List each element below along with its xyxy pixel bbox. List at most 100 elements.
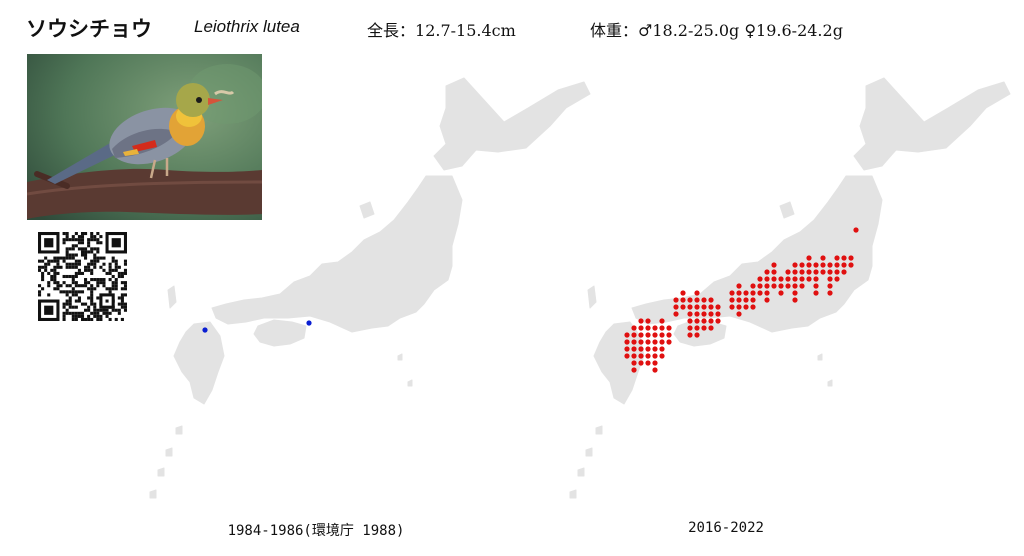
record-dot-2016	[792, 283, 798, 289]
record-dot-2016	[645, 318, 651, 324]
land-area	[173, 321, 225, 405]
record-dot-2016	[799, 262, 805, 268]
record-dot-2016	[631, 339, 637, 345]
record-dot-2016	[652, 367, 658, 373]
record-dot-2016	[694, 318, 700, 324]
record-dot-2016	[624, 346, 630, 352]
record-dot-2016	[813, 262, 819, 268]
record-dot-2016	[806, 276, 812, 282]
record-dot-2016	[659, 318, 665, 324]
record-dot-2016	[715, 318, 721, 324]
japan-map-2016	[569, 77, 1011, 499]
record-dot-2016	[694, 304, 700, 310]
land-area	[149, 489, 157, 499]
record-dot-2016	[666, 332, 672, 338]
record-dot-2016	[750, 290, 756, 296]
record-dot-2016	[771, 269, 777, 275]
land-area	[585, 447, 593, 457]
record-dot-2016	[820, 262, 826, 268]
species-scientific-name: Leiothrix lutea	[194, 17, 300, 36]
distribution-map-2016-2022	[566, 56, 1024, 534]
record-dot-2016	[666, 339, 672, 345]
record-dot-2016	[853, 227, 859, 233]
record-dot-2016	[785, 269, 791, 275]
record-dot-2016	[729, 297, 735, 303]
land-area	[397, 353, 403, 361]
record-dot-2016	[841, 269, 847, 275]
record-dot-2016	[778, 276, 784, 282]
record-dot-2016	[813, 290, 819, 296]
record-dot-2016	[701, 297, 707, 303]
land-area	[577, 467, 585, 477]
record-dot-2016	[708, 304, 714, 310]
record-dot-2016	[687, 318, 693, 324]
record-dot-2016	[645, 332, 651, 338]
record-dot-2016	[827, 269, 833, 275]
body-weight-label: 体重：	[590, 21, 639, 40]
record-dot-2016	[848, 255, 854, 261]
land-area	[157, 467, 165, 477]
land-area	[853, 77, 1011, 171]
record-dot-2016	[729, 304, 735, 310]
record-dot-2016	[694, 325, 700, 331]
land-area	[359, 201, 375, 219]
record-dot-2016	[834, 276, 840, 282]
record-dot-2016	[834, 255, 840, 261]
distribution-map-1984-1986	[146, 56, 606, 534]
record-dot-2016	[764, 290, 770, 296]
record-dot-2016	[680, 304, 686, 310]
record-dot-2016	[841, 262, 847, 268]
record-dot-2016	[631, 332, 637, 338]
record-dot-2016	[701, 325, 707, 331]
record-dot-2016	[785, 283, 791, 289]
land-area	[595, 425, 603, 435]
record-dot-2016	[736, 297, 742, 303]
record-dot-2016	[638, 346, 644, 352]
record-dot-2016	[827, 290, 833, 296]
record-dot-2016	[708, 297, 714, 303]
record-dot-2016	[764, 283, 770, 289]
land-area	[631, 175, 883, 333]
record-dot-2016	[820, 269, 826, 275]
record-dot-2016	[806, 255, 812, 261]
record-dot-2016	[764, 269, 770, 275]
record-dot-2016	[813, 269, 819, 275]
record-dot-2016	[652, 360, 658, 366]
land-area	[433, 77, 591, 171]
record-dot-2016	[694, 290, 700, 296]
map-caption-1984-1986: 1984-1986(環境庁 1988)	[227, 523, 405, 539]
record-dot-2016	[799, 269, 805, 275]
record-dot-2016	[764, 276, 770, 282]
record-dot-2016	[687, 325, 693, 331]
record-dot-2016	[792, 297, 798, 303]
record-dot-2016	[792, 290, 798, 296]
record-dot-2016	[750, 297, 756, 303]
record-dot-2016	[736, 304, 742, 310]
qr-code-icon[interactable]	[38, 232, 127, 321]
body-length-value: 12.7-15.4cm	[415, 21, 516, 40]
record-dot-2016	[652, 325, 658, 331]
record-dot-2016	[785, 276, 791, 282]
record-dot-2016	[708, 318, 714, 324]
land-area	[165, 447, 173, 457]
record-dot-2016	[645, 360, 651, 366]
land-area	[175, 425, 183, 435]
record-dot-2016	[750, 304, 756, 310]
land-area	[817, 353, 823, 361]
land-area	[211, 175, 463, 333]
record-dot-2016	[638, 353, 644, 359]
record-dot-2016	[827, 262, 833, 268]
record-dot-2016	[834, 269, 840, 275]
record-dot-2016	[736, 311, 742, 317]
record-dot-2016	[743, 290, 749, 296]
record-dot-2016	[792, 262, 798, 268]
record-dot-2016	[792, 276, 798, 282]
record-dot-2016	[701, 311, 707, 317]
record-dot-2016	[834, 262, 840, 268]
record-dot-2016	[624, 339, 630, 345]
record-dot-2016	[638, 339, 644, 345]
record-dot-2016	[631, 367, 637, 373]
record-dot-2016	[659, 346, 665, 352]
record-dot-2016	[729, 290, 735, 296]
record-dot-2016	[680, 297, 686, 303]
